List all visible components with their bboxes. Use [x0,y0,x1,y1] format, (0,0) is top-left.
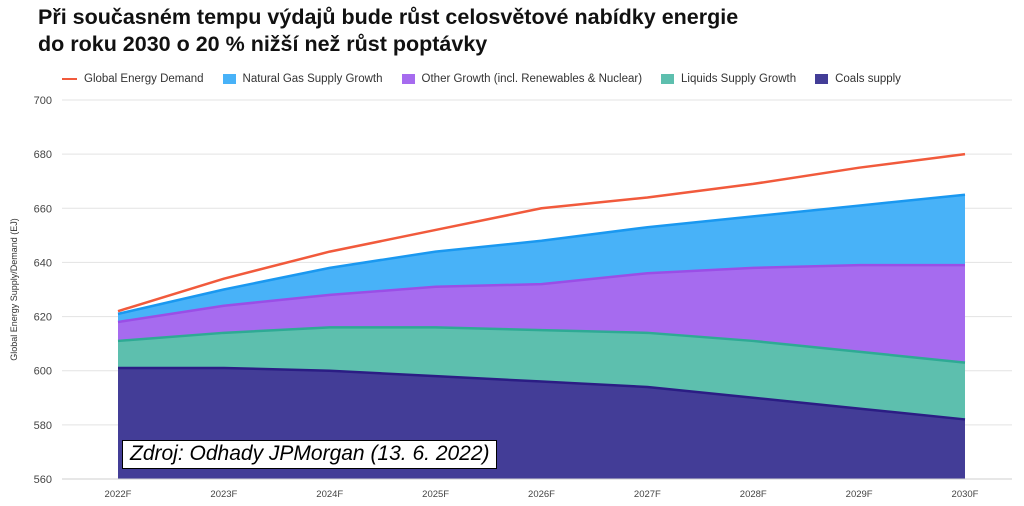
legend-swatch [401,74,415,84]
x-tick-label: 2022F [105,489,132,500]
x-tick-label: 2026F [528,489,555,500]
area-natural-gas-supply-growth [118,194,965,322]
legend-label: Natural Gas Supply Growth [242,73,383,85]
x-tick-label: 2028F [740,489,767,500]
area-liquids-supply-growth [118,327,965,420]
chart-title: Při současném tempu výdajů bude růst cel… [38,4,738,58]
legend-label: Liquids Supply Growth [681,73,797,85]
y-tick-label: 560 [34,474,52,486]
chart-legend: Global Energy Demand Natural Gas Supply G… [62,70,920,88]
y-tick-label: 640 [34,257,52,269]
area-other-growth-incl-renewables-nuclear [118,265,965,363]
legend-swatch [222,74,236,84]
x-tick-label: 2025F [422,489,449,500]
edge-liquids-supply-growth [117,326,966,364]
y-tick-label: 660 [34,203,52,215]
legend-swatch [661,74,675,84]
x-tick-label: 2023F [210,489,237,500]
x-tick-label: 2029F [846,489,873,500]
y-tick-label: 580 [34,420,52,432]
edge-natural-gas-supply-growth [117,193,966,316]
chart-title-line-2: do roku 2030 o 20 % nižší než růst poptá… [38,32,488,56]
legend-label: Global Energy Demand [84,73,204,85]
x-tick-label: 2027F [634,489,661,500]
edge-coals-supply [118,366,966,421]
legend-swatch [62,78,77,80]
legend-item-global-energy-demand: Global Energy Demand [62,73,204,85]
legend-label: Other Growth (incl. Renewables & Nuclear… [421,73,643,85]
legend-item-natural-gas-supply-growth: Natural Gas Supply Growth [222,73,383,85]
x-tick-label: 2024F [316,489,343,500]
legend-label: Coals supply [835,73,901,85]
chart-title-line-1: Při současném tempu výdajů bude růst cel… [38,5,739,29]
legend-item-liquids-supply-growth: Liquids Supply Growth [661,73,796,85]
legend-item-coals-supply: Coals supply [815,73,901,85]
legend-item-other-growth-incl-renewables-nuclear: Other Growth (incl. Renewables & Nuclear… [401,73,643,85]
y-tick-label: 680 [34,149,52,161]
y-tick-label: 620 [34,312,52,324]
y-axis-label: Global Energy Supply/Demand (EJ) [9,218,19,361]
x-tick-label: 2030F [952,489,979,500]
y-tick-label: 600 [34,366,52,378]
edge-other-growth-incl-renewables-nuclear [117,263,965,324]
legend-swatch [815,74,829,84]
line-global-energy-demand [117,152,966,313]
source-note: Zdroj: Odhady JPMorgan (13. 6. 2022) [122,440,497,469]
y-tick-label: 700 [34,95,52,107]
